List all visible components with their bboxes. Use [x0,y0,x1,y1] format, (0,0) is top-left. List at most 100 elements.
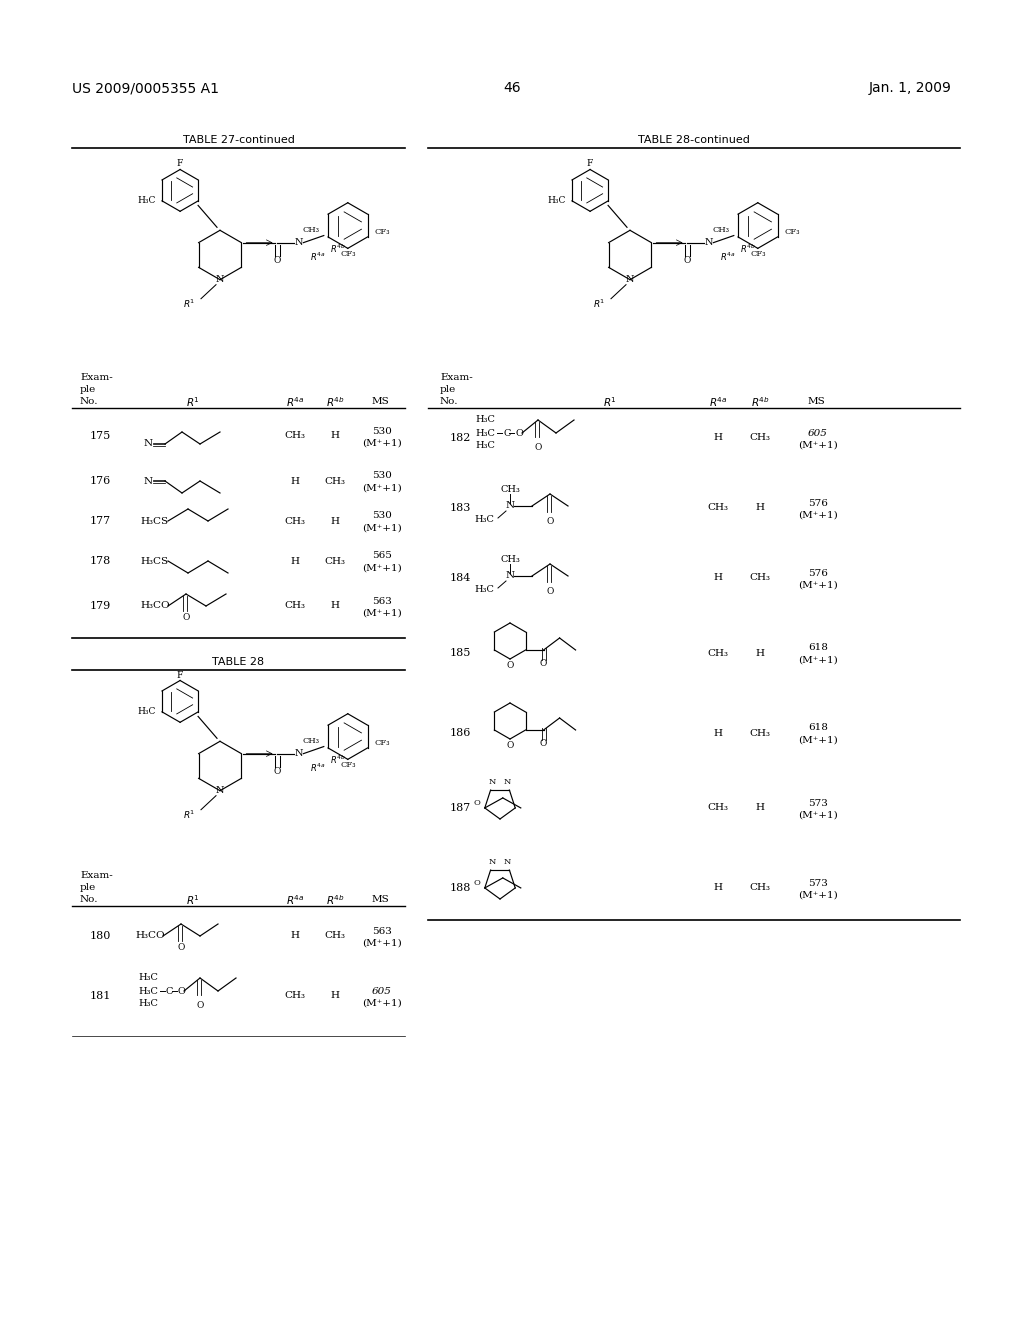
Text: 563: 563 [372,597,392,606]
Text: 605: 605 [808,429,828,437]
Text: H: H [756,804,765,813]
Text: N: N [294,750,303,758]
Text: 187: 187 [450,803,471,813]
Text: N: N [504,858,511,866]
Text: H₃C: H₃C [138,974,158,982]
Text: CH₃: CH₃ [325,557,345,565]
Text: ple: ple [80,883,96,892]
Text: H₃C: H₃C [474,516,494,524]
Text: 180: 180 [89,931,111,941]
Text: H₃C: H₃C [138,986,158,995]
Text: H: H [331,991,340,1001]
Text: TABLE 28-continued: TABLE 28-continued [638,135,750,145]
Text: H: H [331,602,340,610]
Text: O: O [540,739,547,748]
Text: CH₃: CH₃ [285,516,305,525]
Text: 182: 182 [450,433,471,444]
Text: H: H [291,557,299,565]
Text: MS: MS [807,397,825,407]
Text: H: H [291,932,299,940]
Text: H₃CS: H₃CS [140,557,168,565]
Text: F: F [587,160,593,169]
Text: CF₃: CF₃ [340,762,355,770]
Text: CF₃: CF₃ [784,227,800,235]
Text: H: H [331,516,340,525]
Text: (M⁺+1): (M⁺+1) [798,735,838,744]
Text: H₃CO: H₃CO [140,602,170,610]
Text: No.: No. [80,895,98,904]
Text: H: H [756,503,765,512]
Text: $R^{4a}$: $R^{4a}$ [310,251,326,263]
Text: H: H [331,432,340,441]
Text: $R^{4b}$: $R^{4b}$ [326,395,344,409]
Text: (M⁺+1): (M⁺+1) [798,891,838,899]
Text: 183: 183 [450,503,471,513]
Text: $R^1$: $R^1$ [182,808,195,821]
Text: $R^1$: $R^1$ [186,395,200,409]
Text: Exam-: Exam- [80,374,113,383]
Text: 181: 181 [89,991,111,1001]
Text: 573: 573 [808,879,828,887]
Text: (M⁺+1): (M⁺+1) [798,656,838,664]
Text: O: O [473,879,480,887]
Text: O: O [182,614,189,623]
Text: $R^1$: $R^1$ [603,395,617,409]
Text: US 2009/0005355 A1: US 2009/0005355 A1 [72,81,219,95]
Text: CH₃: CH₃ [285,602,305,610]
Text: 573: 573 [808,799,828,808]
Text: N: N [488,858,496,866]
Text: (M⁺+1): (M⁺+1) [362,564,401,573]
Text: O: O [547,517,554,527]
Text: CF₃: CF₃ [375,227,390,235]
Text: O: O [473,799,480,807]
Text: MS: MS [371,895,389,904]
Text: CH₃: CH₃ [302,226,319,234]
Text: 618: 618 [808,723,828,733]
Text: H₃C: H₃C [137,708,156,717]
Text: CH₃: CH₃ [325,477,345,486]
Text: C: C [166,986,173,995]
Text: H₃CO: H₃CO [135,932,165,940]
Text: 576: 576 [808,499,828,507]
Text: $R^{4b}$: $R^{4b}$ [330,243,345,255]
Text: O: O [177,944,184,953]
Text: (M⁺+1): (M⁺+1) [362,939,401,948]
Text: H₃C: H₃C [137,197,156,206]
Text: N: N [143,440,153,449]
Text: C: C [503,429,510,437]
Text: H₃C: H₃C [474,586,494,594]
Text: (M⁺+1): (M⁺+1) [798,810,838,820]
Text: (M⁺+1): (M⁺+1) [798,511,838,520]
Text: O: O [197,1002,204,1011]
Text: $R^1$: $R^1$ [593,297,605,310]
Text: CH₃: CH₃ [750,573,770,582]
Text: N: N [705,238,713,247]
Text: 605: 605 [372,986,392,995]
Text: 563: 563 [372,927,392,936]
Text: 185: 185 [450,648,471,657]
Text: (M⁺+1): (M⁺+1) [362,524,401,532]
Text: TABLE 28: TABLE 28 [212,657,264,667]
Text: CH₃: CH₃ [713,226,729,234]
Text: CH₃: CH₃ [285,991,305,1001]
Text: N: N [506,502,515,511]
Text: O: O [506,741,514,750]
Text: H₃C: H₃C [548,197,566,206]
Text: N: N [506,572,515,581]
Text: H: H [714,573,723,582]
Text: N: N [294,238,303,247]
Text: CH₃: CH₃ [708,648,728,657]
Text: $R^{4b}$: $R^{4b}$ [326,894,344,907]
Text: TABLE 27-continued: TABLE 27-continued [182,135,295,145]
Text: O: O [178,986,186,995]
Text: CH₃: CH₃ [750,729,770,738]
Text: 530: 530 [372,471,392,480]
Text: $R^{4b}$: $R^{4b}$ [739,243,756,255]
Text: O: O [684,256,691,265]
Text: CH₃: CH₃ [302,737,319,744]
Text: $R^{4a}$: $R^{4a}$ [286,395,304,409]
Text: CH₃: CH₃ [750,883,770,892]
Text: CH₃: CH₃ [708,804,728,813]
Text: $R^{4a}$: $R^{4a}$ [720,251,735,263]
Text: $R^1$: $R^1$ [186,894,200,907]
